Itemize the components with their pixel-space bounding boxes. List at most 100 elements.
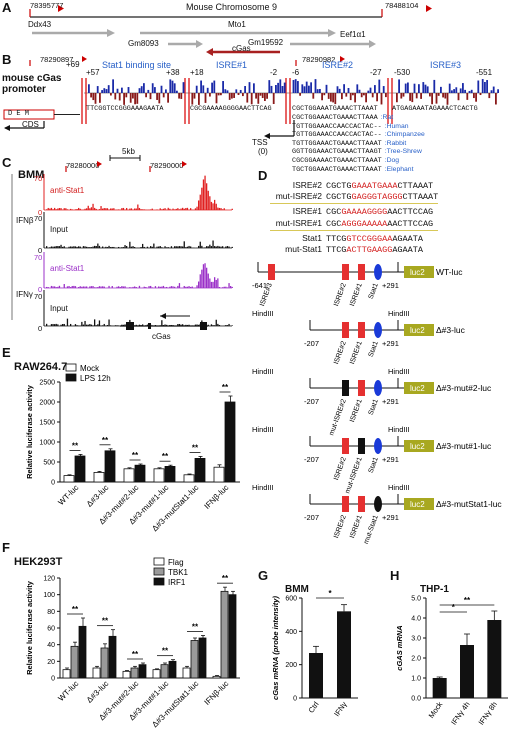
- track-signal: [65, 208, 67, 210]
- sig-marker: *: [452, 603, 456, 612]
- construct-name: Δ#3-luc: [436, 325, 466, 335]
- conservation-bar: [283, 82, 286, 93]
- construct-name: WT-luc: [436, 267, 463, 277]
- legend-swatch: [153, 557, 165, 566]
- bar: [152, 669, 161, 679]
- track-signal: [162, 208, 165, 210]
- x-tick-label: WT-luc: [56, 483, 80, 507]
- bar: [78, 625, 87, 679]
- y-tick-label: 100: [43, 592, 55, 599]
- track-signal: [121, 247, 123, 248]
- cell-hek: HEK293T: [14, 556, 63, 568]
- ymax-2: 70: [34, 214, 43, 223]
- track-signal: [212, 240, 214, 248]
- site-label: ISRE#2: [333, 340, 348, 365]
- track-signal: [218, 207, 221, 210]
- track-signal: [92, 286, 94, 288]
- track-signal: [87, 324, 89, 326]
- conservation-bar: [209, 93, 211, 97]
- construct: HindIII HindIII ISRE#2 ISRE#1 Stat1 luc2 Δ#3-l…: [252, 309, 466, 365]
- track-signal: [178, 246, 181, 248]
- panel-label-d: D: [258, 168, 268, 183]
- gene-mto1: Mto1: [228, 20, 246, 29]
- track-signal: [98, 320, 101, 326]
- track-signal: [182, 324, 184, 326]
- chromosome-title: Mouse Chromosome 9: [186, 2, 278, 12]
- track-signal: [134, 208, 136, 210]
- track-signal: [159, 208, 161, 210]
- seq-core: GAGGGTAGGG: [351, 192, 403, 203]
- conservation-bar: [396, 93, 398, 103]
- track-signal: [143, 209, 145, 210]
- track-signal: [198, 245, 200, 248]
- track-signal: [105, 325, 107, 326]
- track-signal: [130, 287, 133, 288]
- site-isre2: ISRE#2: [322, 60, 354, 70]
- construct: HindIII HindIII mut-ISRE#2 ISRE#1 Stat1 luc2 Δ…: [252, 367, 492, 437]
- track-signal: [137, 204, 139, 210]
- conservation-bar: [118, 93, 121, 101]
- track-signal: [162, 285, 165, 288]
- track-signal: [74, 246, 77, 248]
- conservation-bar: [486, 80, 488, 93]
- conservation-bar: [242, 93, 244, 97]
- construct-start: -641: [252, 281, 267, 290]
- track-signal: [204, 175, 206, 210]
- site-label: ISRE#1: [349, 282, 364, 307]
- conservation-bar: [92, 93, 95, 101]
- alignment-species: :Human: [384, 122, 409, 130]
- track-signal: [86, 246, 88, 248]
- conservation-bar: [129, 93, 132, 103]
- conservation-bar: [246, 93, 249, 103]
- track-signal: [207, 324, 209, 326]
- track-signal: [118, 325, 120, 326]
- gene-gm8093: Gm8093: [128, 39, 159, 48]
- track-signal: [226, 287, 229, 288]
- sig-marker: **: [72, 605, 79, 614]
- legend-label: Mock: [80, 364, 100, 373]
- track-signal: [135, 208, 137, 210]
- conservation-bar: [253, 83, 255, 93]
- track-signal: [223, 286, 225, 288]
- track-signal: [153, 243, 155, 248]
- track-signal: [167, 207, 169, 210]
- ymin-1: 0: [38, 208, 43, 217]
- track-signal: [86, 286, 88, 288]
- panel-label-g: G: [258, 568, 269, 583]
- track-signal: [46, 323, 48, 326]
- track-signal: [166, 247, 168, 248]
- site-label: ISRE#2: [333, 456, 348, 481]
- reporter-constructs: HindIIIHindIIIISRE#3ISRE#2ISRE#1Stat1luc…: [252, 258, 502, 545]
- conservation-bar: [244, 86, 246, 93]
- track-signal: [47, 207, 49, 210]
- track-signal: [95, 325, 97, 326]
- track-signal: [204, 247, 206, 248]
- track-signal: [138, 324, 141, 326]
- track-signal: [156, 246, 158, 248]
- track-signal: [78, 246, 80, 248]
- track-signal: [116, 286, 118, 288]
- track-signal: [199, 194, 201, 210]
- mutant-seq-row: mut-Stat1 TTCGACTTGAAGGAGAATA: [270, 244, 438, 255]
- conservation-bar: [275, 85, 277, 93]
- track-signal: [74, 286, 77, 288]
- track-signal: [206, 267, 208, 288]
- track-signal: [124, 245, 126, 248]
- isre-site: [358, 380, 365, 396]
- conservation-bar: [497, 89, 499, 93]
- stat1-site: [374, 264, 382, 280]
- track-signal: [204, 263, 206, 288]
- bar: [134, 464, 146, 483]
- coord-left-a: 78395777: [30, 1, 64, 10]
- track-signal: [225, 246, 227, 248]
- alignment-row: CGCTGGAAACTGAAACTTAAA:Rat: [292, 114, 425, 123]
- conservation-bar: [479, 93, 482, 96]
- conservation-bar: [226, 90, 229, 93]
- y-tick-label: 0.0: [411, 696, 421, 703]
- bar: [183, 474, 195, 483]
- track-signal: [49, 208, 51, 210]
- track-signal: [124, 286, 126, 288]
- chart-e: 0 500 1000 1500 2000 2500 Relative luciferase …: [25, 363, 240, 533]
- track-signal: [177, 285, 179, 288]
- seq-stat1: TTCGGTCCGGGAAAGAATA: [86, 105, 164, 113]
